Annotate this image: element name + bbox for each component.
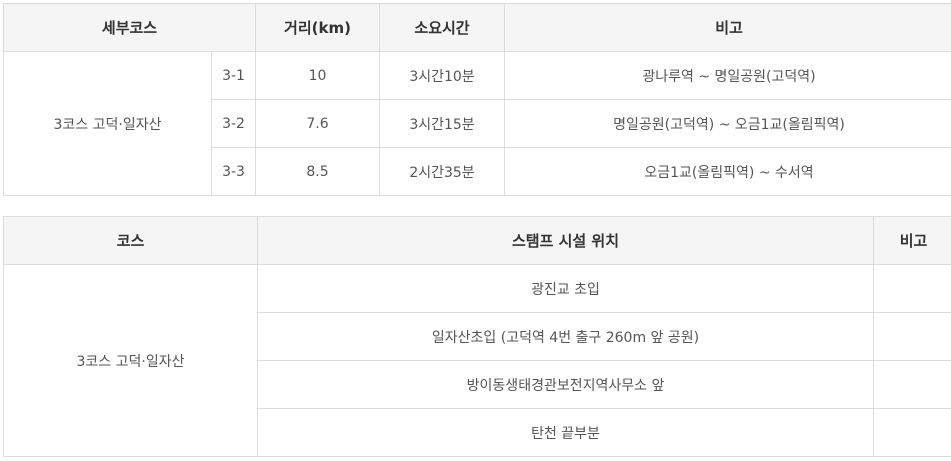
course-code-cell: 3-1	[210, 51, 257, 100]
distance-cell: 10	[255, 51, 381, 100]
course-table-header-row: 세부코스 거리(km) 소요시간 비고	[2, 3, 951, 52]
stamp-location-cell: 탄천 끝부분	[257, 408, 874, 457]
table-row: 일자산초입 (고덕역 4번 출구 260m 앞 공원)	[4, 312, 951, 361]
note-cell: 오금1교(올림픽역) ~ 수서역	[504, 147, 951, 196]
table-row: 탄천 끝부분	[4, 408, 951, 457]
note-cell: 명일공원(고덕역) ~ 오금1교(올림픽역)	[504, 99, 951, 148]
table-row: 3-3 8.5 2시간35분 오금1교(올림픽역) ~ 수서역	[4, 147, 951, 196]
header-course: 세부코스	[2, 3, 257, 52]
course-code-cell: 3-3	[210, 147, 257, 196]
distance-cell: 7.6	[255, 99, 381, 148]
distance-cell: 8.5	[255, 147, 381, 196]
header-distance: 거리(km)	[255, 3, 381, 52]
stamp-location-cell: 일자산초입 (고덕역 4번 출구 260m 앞 공원)	[257, 312, 874, 361]
duration-cell: 3시간10분	[379, 51, 506, 100]
duration-cell: 2시간35분	[379, 147, 506, 196]
table-row: 방이동생태경관보전지역사무소 앞	[4, 360, 951, 409]
stamp-location-cell: 방이동생태경관보전지역사무소 앞	[257, 360, 874, 409]
table-row: 3-2 7.6 3시간15분 명일공원(고덕역) ~ 오금1교(올림픽역)	[4, 99, 951, 148]
note-cell: 광나루역 ~ 명일공원(고덕역)	[504, 51, 951, 100]
header-duration: 소요시간	[379, 3, 506, 52]
stamp-table-header-row: 코스 스탬프 시설 위치 비고	[3, 216, 951, 265]
header-stamp-note: 비고	[873, 216, 951, 265]
duration-cell: 3시간15분	[379, 99, 506, 148]
course-table: 세부코스 거리(km) 소요시간 비고 3코스 고덕·일자산 3-1 10 3시…	[2, 3, 951, 196]
stamp-note-cell	[873, 264, 951, 313]
stamp-location-cell: 광진교 초입	[257, 264, 874, 313]
table-row: 3코스 고덕·일자산 광진교 초입	[3, 264, 951, 457]
stamp-table: 코스 스탬프 시설 위치 비고 3코스 고덕·일자산 광진교 초입 일자산초입 …	[3, 216, 951, 457]
stamp-note-cell	[873, 312, 951, 361]
table-row: 3코스 고덕·일자산 3-1 10 3시간10분 광나루역 ~ 명일공원(고덕역…	[3, 51, 951, 196]
course-name-cell: 3코스 고덕·일자산	[3, 51, 212, 196]
course-code-cell: 3-2	[210, 99, 257, 148]
header-stamp-location: 스탬프 시설 위치	[257, 216, 874, 265]
stamp-note-cell	[873, 360, 951, 409]
header-stamp-course: 코스	[3, 216, 258, 265]
stamp-course-name-cell: 3코스 고덕·일자산	[3, 264, 258, 457]
stamp-note-cell	[873, 408, 951, 457]
header-note: 비고	[504, 3, 951, 52]
